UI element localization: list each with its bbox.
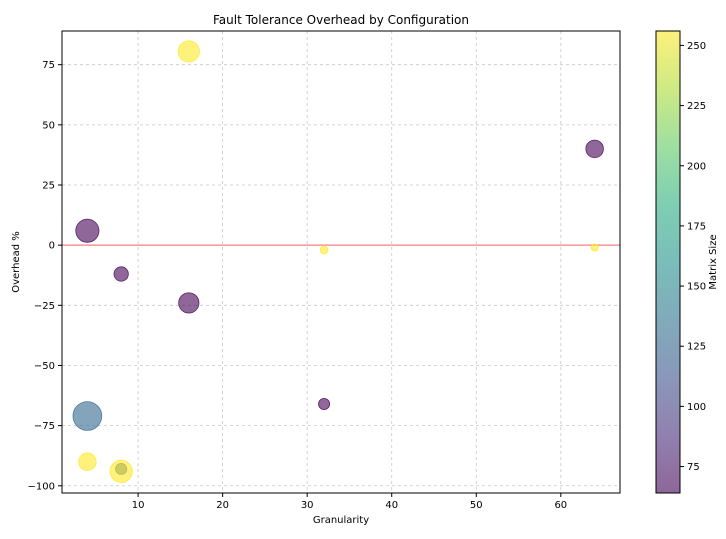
y-tick-label: 75: [42, 60, 55, 71]
data-point: [590, 243, 599, 252]
colorbar-tick-label: 125: [687, 342, 706, 353]
data-point: [585, 139, 604, 159]
colorbar-tick-label: 150: [687, 282, 706, 293]
colorbar-tick-label: 200: [687, 161, 706, 172]
colorbar-tick-label: 250: [687, 41, 706, 52]
colorbar-gradient: [656, 31, 680, 493]
x-axis-label: Granularity: [313, 515, 369, 526]
y-tick-label: −75: [34, 421, 55, 432]
data-point: [72, 401, 103, 431]
x-tick-label: 50: [470, 500, 483, 511]
colorbar-tick-label: 175: [687, 221, 706, 232]
data-point: [109, 459, 133, 483]
data-point: [178, 292, 200, 314]
y-tick-label: −25: [34, 301, 55, 312]
data-point: [318, 397, 331, 410]
y-tick-label: 25: [42, 181, 55, 192]
data-point: [177, 40, 200, 63]
data-point: [319, 245, 329, 255]
x-tick-label: 30: [301, 500, 314, 511]
y-axis-label: Overhead %: [11, 231, 22, 293]
y-tick-label: −50: [34, 361, 55, 372]
points-layer: [72, 40, 604, 483]
colorbar-label: Matrix Size: [708, 234, 719, 289]
y-tick-label: −100: [28, 481, 55, 492]
data-point: [113, 266, 129, 282]
x-tick-label: 20: [216, 500, 229, 511]
colorbar-tick-label: 75: [687, 462, 700, 473]
x-tick-label: 60: [554, 500, 567, 511]
x-axis-ticks: 10 20 30 40 50 60: [132, 493, 567, 511]
colorbar: 75 100 125 150 175 200 225 250 Matrix Size: [655, 30, 719, 494]
plot-frame: [61, 30, 621, 494]
colorbar-ticks: 75 100 125 150 175 200 225 250: [680, 41, 706, 473]
data-point: [75, 218, 100, 243]
colorbar-tick-label: 100: [687, 402, 706, 413]
y-tick-label: 0: [49, 241, 55, 252]
y-tick-label: 50: [42, 120, 55, 131]
x-tick-label: 40: [385, 500, 398, 511]
data-point: [78, 452, 97, 471]
colorbar-tick-label: 225: [687, 101, 706, 112]
grid-layer: [62, 31, 620, 493]
chart-title: Fault Tolerance Overhead by Configuratio…: [213, 13, 469, 27]
y-axis-ticks: −100 −75 −50 −25 0 25 50 75: [28, 60, 62, 492]
colorbar-frame: [655, 30, 681, 494]
x-tick-label: 10: [132, 500, 145, 511]
